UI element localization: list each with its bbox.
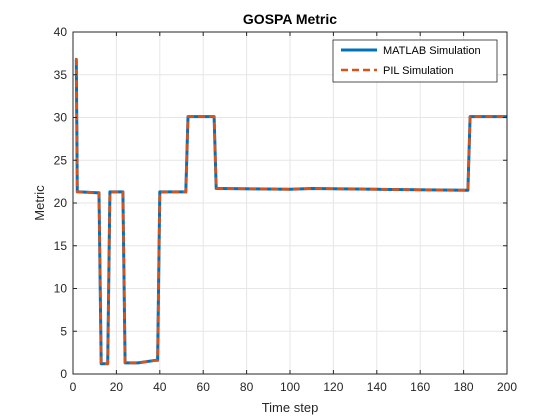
legend-box [332,39,498,83]
x-axis-label: Time step [262,400,319,415]
x-tick-label: 20 [110,380,124,394]
y-axis-label: Metric [32,185,47,221]
x-tick-label: 200 [497,380,517,394]
x-tick-label: 100 [280,380,300,394]
x-tick-label: 140 [367,380,387,394]
x-tick-label: 80 [240,380,254,394]
x-tick-label: 160 [410,380,430,394]
x-tick-label: 120 [323,380,343,394]
x-tick-label: 180 [454,380,474,394]
y-tick-label: 0 [60,367,67,381]
y-tick-label: 25 [54,153,68,167]
legend-label-pil: PIL Simulation [383,65,454,77]
legend-label-matlab: MATLAB Simulation [383,45,481,57]
x-tick-label: 60 [197,380,211,394]
y-tick-label: 40 [54,25,68,39]
series-matlab-line [74,57,507,366]
y-tick-label: 5 [60,324,67,338]
axis-ticks: 0 20 40 60 80 100 120 140 160 180 200 0 5 10 15 20 25 30 3… [54,25,518,394]
y-tick-label: 30 [54,111,68,125]
series-layer [74,57,507,366]
y-tick-label: 35 [54,68,68,82]
series-pil-line [75,58,507,366]
y-tick-label: 20 [54,196,68,210]
grid-lines [72,31,508,375]
y-tick-label: 10 [54,282,68,296]
chart-title: GOSPA Metric [243,11,337,27]
y-tick-label: 15 [54,239,68,253]
legend: MATLAB Simulation PIL Simulation [332,39,498,83]
x-tick-label: 0 [70,380,77,394]
x-tick-label: 40 [153,380,167,394]
